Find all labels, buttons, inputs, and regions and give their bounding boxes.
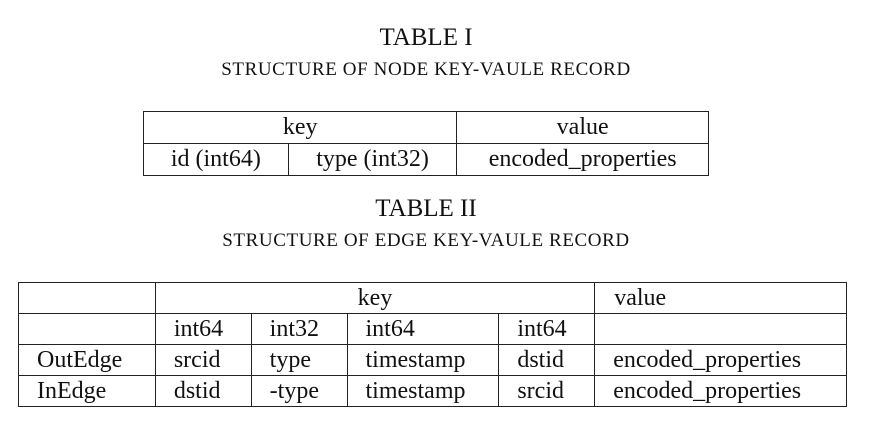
key-header: key (154, 282, 596, 314)
table-cell: id (int64) (143, 143, 289, 176)
table-cell: type (int32) (287, 143, 458, 176)
table-1-title: TABLE I (379, 24, 473, 51)
table-cell (18, 313, 156, 345)
table-cell: timestamp (346, 344, 500, 376)
type-cell: int64 (154, 313, 252, 345)
table-row: OutEdge srcid type timestamp dstid encod… (18, 344, 847, 376)
table-cell: dstid (498, 344, 596, 376)
table-cell: dstid (154, 375, 252, 407)
type-cell: int64 (346, 313, 500, 345)
table-1-subtitle: STRUCTURE OF NODE KEY-VAULE RECORD (221, 59, 631, 80)
row-label: InEdge (18, 375, 156, 407)
value-header: value (456, 111, 709, 144)
type-cell: int32 (250, 313, 348, 345)
table-2-title: TABLE II (375, 195, 477, 222)
table-row: InEdge dstid -type timestamp srcid encod… (18, 375, 847, 407)
table-cell: encoded_properties (594, 375, 847, 407)
table-row: int64 int32 int64 int64 (18, 313, 847, 345)
table-cell: srcid (498, 375, 596, 407)
table-cell (18, 282, 156, 314)
key-header: key (142, 111, 458, 144)
value-header: value (594, 282, 847, 314)
row-label: OutEdge (18, 344, 156, 376)
table-cell: encoded_properties (456, 143, 709, 176)
table-cell: encoded_properties (594, 344, 847, 376)
table-cell: srcid (154, 344, 252, 376)
table-cell (594, 313, 847, 345)
table-cell: -type (250, 375, 348, 407)
type-cell: int64 (498, 313, 596, 345)
edge-record-table: key value int64 int32 int64 int64 OutEdg… (18, 282, 847, 407)
table-2-subtitle: STRUCTURE OF EDGE KEY-VAULE RECORD (222, 230, 630, 251)
node-record-table: key value id (int64) type (int32) encode… (142, 111, 709, 176)
table-cell: type (250, 344, 348, 376)
table-row: id (int64) type (int32) encoded_properti… (143, 143, 709, 176)
table-cell: timestamp (346, 375, 500, 407)
table-row: key value (142, 111, 709, 144)
table-row: key value (18, 282, 847, 314)
